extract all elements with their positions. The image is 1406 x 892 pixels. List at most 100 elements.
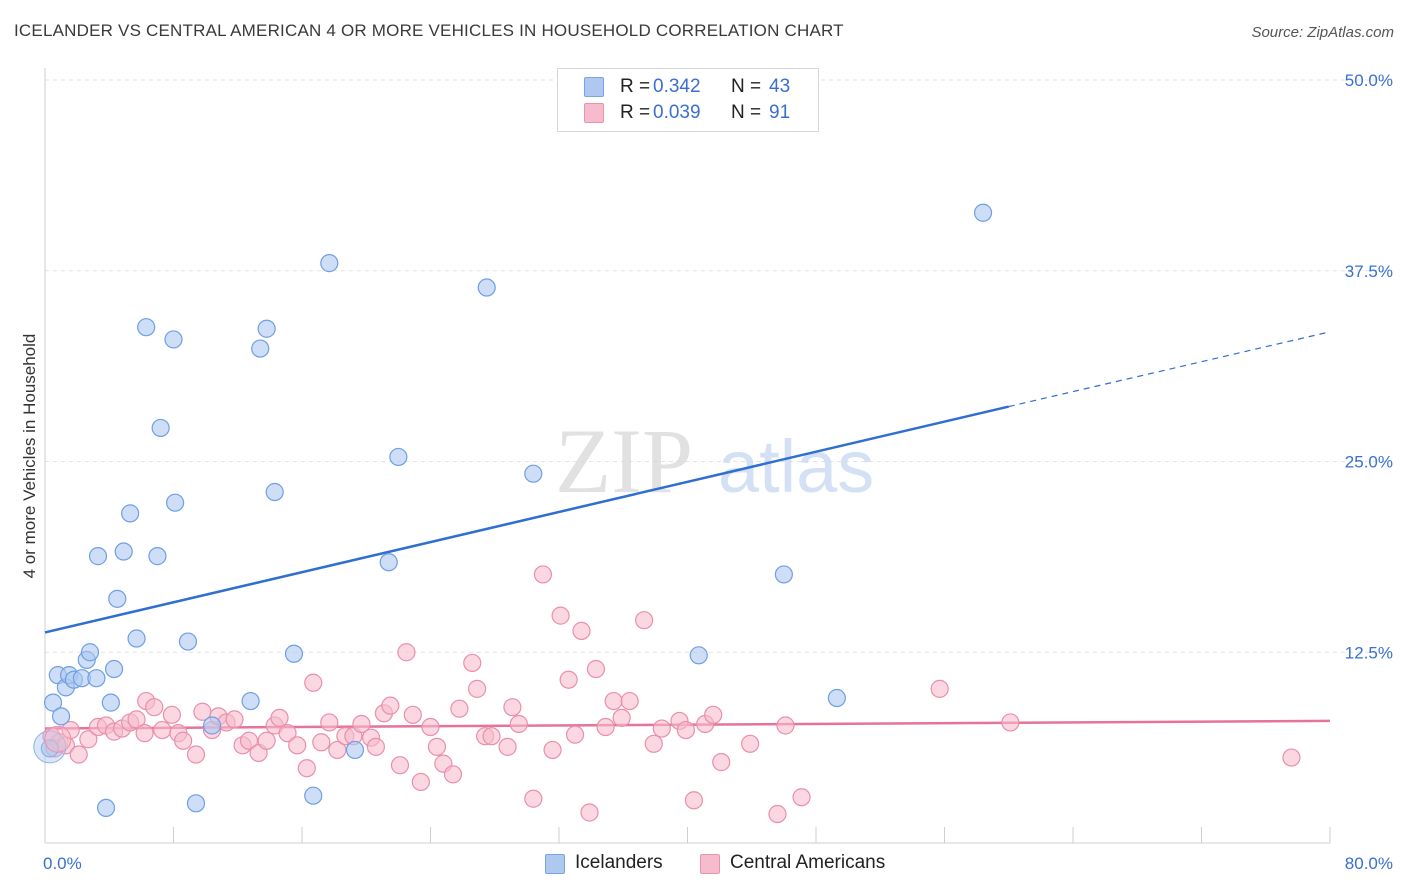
icelander-point: [137, 318, 156, 337]
icelander-point: [87, 669, 106, 688]
central-american-point: [704, 705, 723, 724]
central-american-point: [162, 705, 181, 724]
central-american-point: [304, 673, 323, 692]
central-american-point: [509, 714, 528, 734]
central-american-point: [776, 716, 795, 735]
legend-n-value: 91: [769, 102, 791, 123]
icelander-point: [389, 447, 408, 467]
icelander-point: [166, 493, 185, 512]
icelander-point: [827, 688, 846, 708]
chart-title: ICELANDER VS CENTRAL AMERICAN 4 OR MORE …: [14, 21, 844, 40]
icelander-point: [265, 482, 284, 502]
legend-label-icelanders: Icelanders: [575, 852, 663, 873]
tick-labels: 12.5% 25.0% 37.5% 50.0% 0.0% 80.0%: [43, 71, 1393, 873]
source-credit: Source: ZipAtlas.com: [1251, 24, 1394, 41]
central-american-point: [397, 643, 416, 662]
icelander-point: [114, 542, 133, 561]
icelander-point: [101, 693, 120, 712]
central-american-point: [421, 717, 440, 737]
icelander-point: [320, 254, 339, 273]
watermark-atlas: atlas: [718, 425, 874, 508]
central-american-point: [135, 724, 154, 743]
central-american-point: [328, 740, 347, 760]
icelander-point: [96, 798, 116, 818]
legend-r-label: R =: [620, 76, 651, 97]
central-american-point: [930, 679, 949, 698]
central-american-point: [270, 708, 289, 727]
central-american-point: [503, 698, 522, 717]
central-american-point: [565, 725, 585, 744]
y-tick-label: 12.5%: [1345, 643, 1393, 662]
icelander-point: [202, 716, 222, 735]
central-american-point: [543, 740, 562, 760]
correlation-legend: R = 0.342 N = 43 R = 0.039 N = 91: [557, 68, 819, 132]
central-american-point: [320, 713, 339, 732]
central-american-point: [620, 691, 639, 711]
legend-r-label: R =: [620, 102, 651, 123]
central-american-point: [390, 756, 410, 775]
icelander-point: [345, 740, 365, 760]
x-tick-label: 80.0%: [1345, 854, 1393, 873]
icelander-point: [973, 203, 993, 222]
central-american-point: [411, 772, 430, 792]
icelander-point: [104, 659, 124, 679]
icelander-point: [148, 547, 167, 566]
central-american-point: [684, 791, 704, 810]
icelander-point: [241, 691, 260, 711]
icelander-point: [151, 418, 170, 438]
central-american-point: [450, 699, 469, 718]
icelander-point-cluster: [33, 730, 67, 764]
central-american-point: [69, 745, 88, 764]
central-american-point: [741, 734, 760, 753]
trend-lines: [44, 331, 1331, 730]
y-axis-label: 4 or more Vehicles in Household: [20, 334, 39, 579]
y-tick-label: 50.0%: [1345, 71, 1393, 90]
central-american-point: [239, 731, 259, 750]
icelander-point: [689, 646, 708, 665]
central-american-point: [153, 720, 172, 740]
icelander-trend-extension: [1008, 331, 1331, 408]
central-american-point: [482, 727, 501, 746]
y-tick-label: 37.5%: [1345, 262, 1393, 281]
icelander-point: [51, 707, 71, 726]
central-american-point: [524, 789, 543, 808]
central-american-point: [768, 804, 787, 824]
grid-lines: [45, 79, 1390, 653]
central-american-point: [604, 691, 623, 711]
x-tick-label: 0.0%: [43, 854, 82, 873]
central-american-point: [352, 714, 371, 734]
central-american-point: [572, 621, 591, 640]
icelander-point: [304, 786, 323, 805]
y-tick-label: 25.0%: [1345, 453, 1393, 472]
central-american-point: [612, 708, 631, 727]
icelander-point: [88, 547, 108, 566]
central-american-point-cluster: [44, 725, 72, 753]
central-american-point: [596, 717, 615, 737]
icelander-point: [127, 629, 146, 648]
central-american-point: [257, 731, 276, 750]
central-american-point: [676, 720, 695, 740]
icelander-point: [108, 589, 127, 608]
icelander-point: [257, 319, 276, 338]
legend-swatch-icelanders: [584, 77, 604, 97]
icelander-point: [284, 644, 304, 663]
icelander-point: [164, 330, 183, 349]
icelander-point: [774, 565, 793, 584]
central-american-point: [174, 731, 193, 750]
central-american-point: [551, 606, 570, 625]
legend-swatch-icelanders: [545, 854, 565, 874]
icelander-point: [80, 643, 100, 662]
icelander-point: [477, 278, 496, 297]
central-american-point: [467, 679, 487, 698]
central-american-point: [652, 719, 671, 738]
central-american-point: [580, 803, 599, 822]
central-american-point: [79, 730, 98, 749]
legend-swatch-central-americans: [700, 854, 720, 874]
icelander-point: [524, 464, 543, 483]
central-american-point: [288, 736, 307, 755]
axes: [44, 68, 1331, 844]
central-american-point: [312, 733, 331, 752]
central-american-point: [297, 759, 316, 778]
central-american-point: [463, 653, 482, 673]
icelander-trend-line: [44, 405, 1010, 634]
